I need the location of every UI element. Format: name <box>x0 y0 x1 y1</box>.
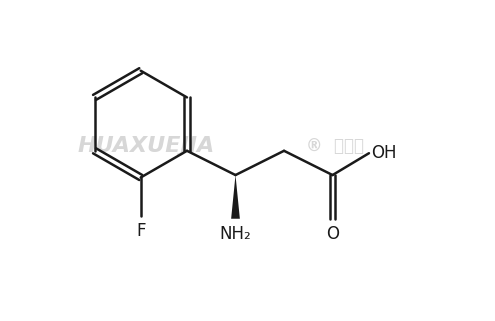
Text: HUAXUEJIA: HUAXUEJIA <box>78 136 215 156</box>
Text: OH: OH <box>371 144 397 162</box>
Text: ®  化学加: ® 化学加 <box>306 137 364 155</box>
Text: NH₂: NH₂ <box>220 225 251 243</box>
Text: F: F <box>136 222 146 240</box>
Polygon shape <box>231 175 240 219</box>
Text: O: O <box>326 225 339 243</box>
